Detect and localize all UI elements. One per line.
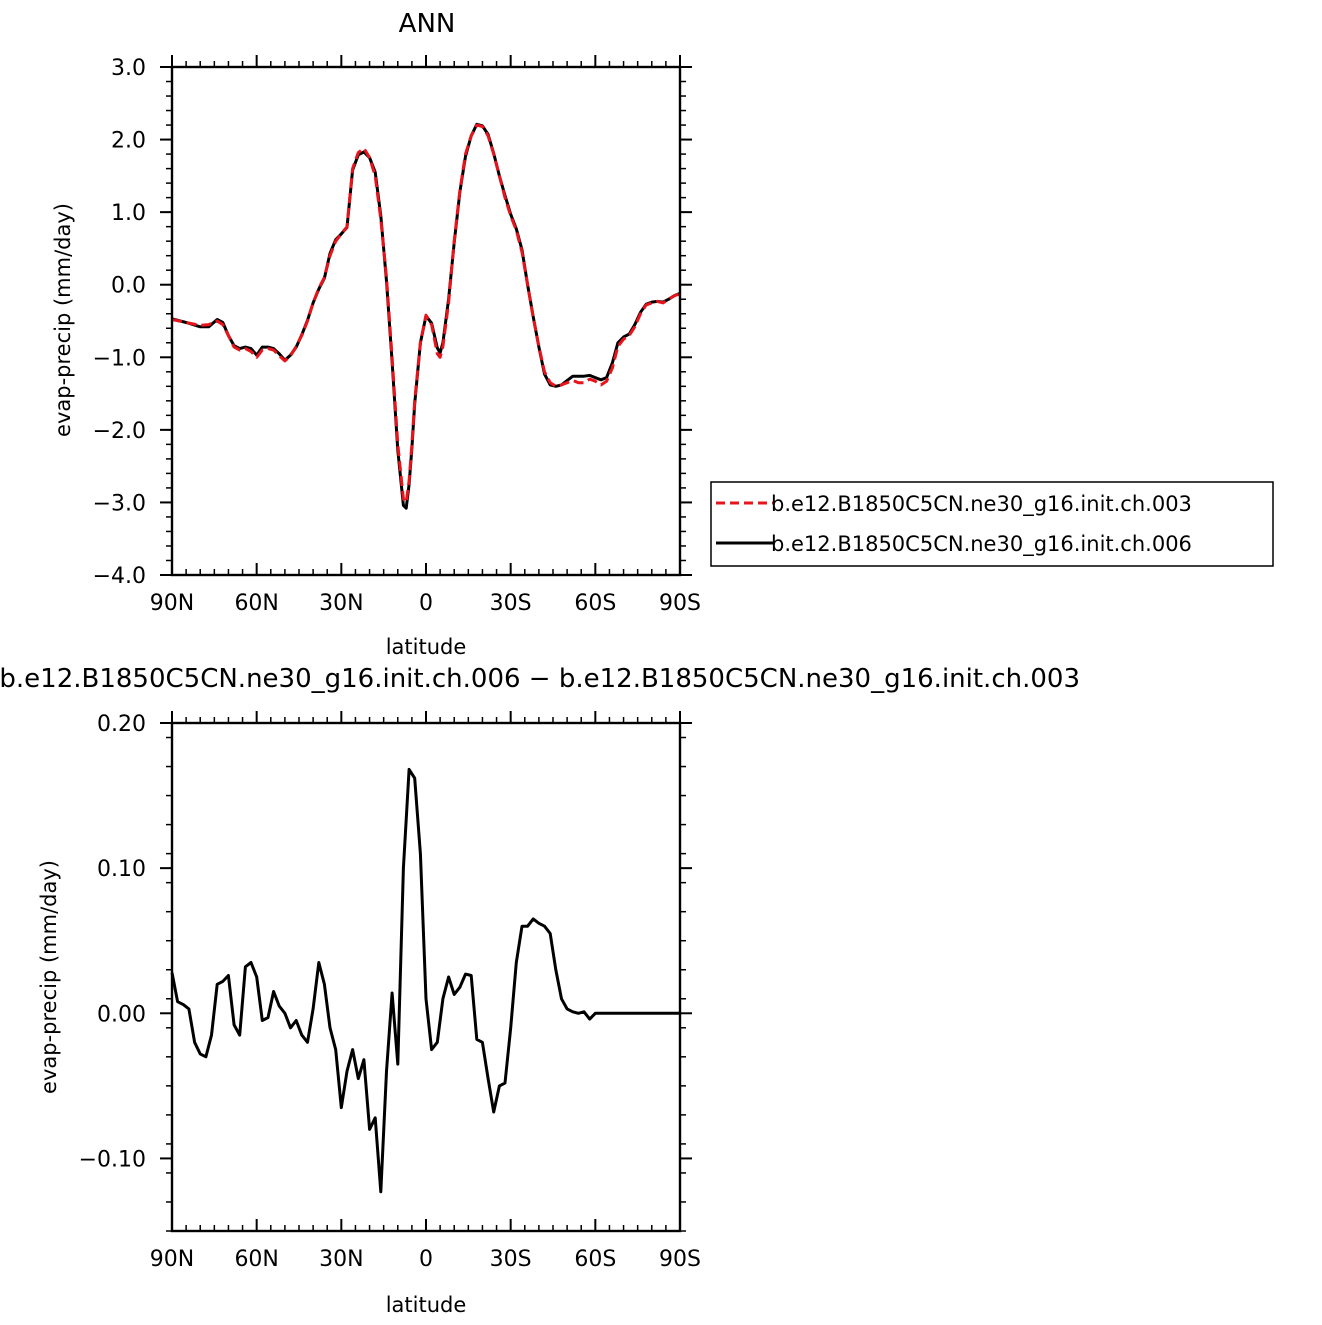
top-plot-series-line-0 <box>171 123 681 504</box>
bottom-plot-xtick-label: 60N <box>234 1247 278 1272</box>
bottom-plot-ylabel: evap-precip (mm/day) <box>37 860 61 1094</box>
legend-box <box>710 481 1274 567</box>
top-plot-xtick-label: 90S <box>659 591 701 616</box>
top-plot-ytick-label: 2.0 <box>111 129 146 154</box>
top-plot-ytick-label: 3.0 <box>111 56 146 81</box>
bottom-plot-xtick-label: 30N <box>319 1247 363 1272</box>
bottom-plot-title: b.e12.B1850C5CN.ne30_g16.init.ch.006 − b… <box>0 664 1080 694</box>
bottom-plot-frame <box>170 721 682 1233</box>
top-plot-xlabel: latitude <box>386 635 467 659</box>
bottom-plot-xtick-label: 30S <box>490 1247 532 1272</box>
legend-label-006: b.e12.B1850C5CN.ne30_g16.init.ch.006 <box>771 532 1192 557</box>
bottom-plot-lines <box>170 767 680 1194</box>
top-plot-xtick-label: 60N <box>234 591 278 616</box>
bottom-plot-xtick-label: 0 <box>419 1247 433 1272</box>
top-plot-ytick-label: −4.0 <box>93 564 146 589</box>
bottom-plot-ytick-label: 0.20 <box>97 712 146 737</box>
top-plot-ytick-label: −2.0 <box>93 419 146 444</box>
bottom-plot-ytick-label: −0.10 <box>79 1147 146 1172</box>
bottom-plot-ytick-label: 0.00 <box>97 1002 146 1027</box>
top-plot-ytick-label: 1.0 <box>111 201 146 226</box>
top-plot-xtick-label: 90N <box>150 591 194 616</box>
bottom-plot-xtick-label: 90S <box>659 1247 701 1272</box>
bottom-plot-series-line-0 <box>170 767 680 1194</box>
bottom-plot: b.e12.B1850C5CN.ne30_g16.init.ch.006 − b… <box>0 664 1080 1317</box>
top-plot-ytick-label: −1.0 <box>93 346 146 371</box>
legend-label-003: b.e12.B1850C5CN.ne30_g16.init.ch.003 <box>771 492 1192 517</box>
top-plot-ylabel: evap-precip (mm/day) <box>51 203 75 437</box>
top-plot-series-line-1 <box>171 122 681 510</box>
top-plot-xtick-label: 0 <box>419 591 433 616</box>
top-plot-title: ANN <box>399 9 456 39</box>
bottom-plot-xtick-label: 60S <box>574 1247 616 1272</box>
top-plot-ytick-label: −3.0 <box>93 491 146 516</box>
top-plot-xtick-label: 30S <box>490 591 532 616</box>
top-plot-xtick-label: 30N <box>319 591 363 616</box>
bottom-plot-xlabel: latitude <box>386 1293 467 1317</box>
bottom-plot-ytick-label: 0.10 <box>97 857 146 882</box>
top-plot-frame <box>170 65 682 577</box>
top-plot-ticks: 90N 60N 30N 0 30S 60S 90S −4.0 −3.0 −2.0 −1.0 0.0 1.… <box>93 55 701 616</box>
top-plot-xtick-label: 60S <box>574 591 616 616</box>
legend: b.e12.B1850C5CN.ne30_g16.init.ch.003 b.e… <box>710 481 1274 567</box>
top-plot-lines <box>171 122 681 510</box>
top-plot-ytick-label: 0.0 <box>111 274 146 299</box>
top-plot: ANN evap-precip (mm/day) latitude 90N 60N… <box>51 9 701 659</box>
bottom-plot-xtick-label: 90N <box>150 1247 194 1272</box>
